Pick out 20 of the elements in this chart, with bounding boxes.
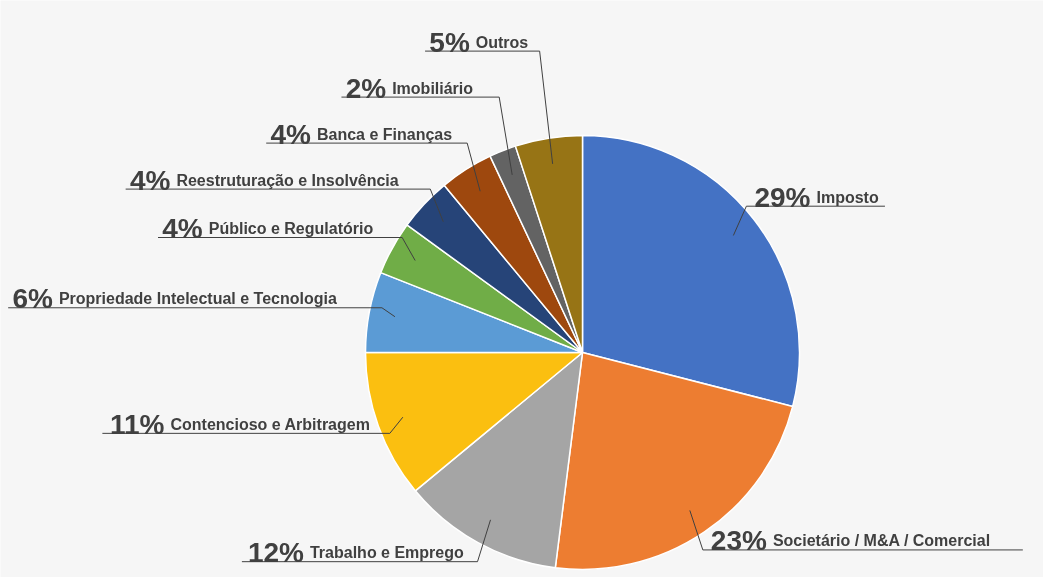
- data-label: 4%: [270, 118, 312, 150]
- slice-label: Societário / M&A / Comercial: [772, 532, 991, 550]
- slice-label: Contencioso e Arbitragem: [170, 415, 370, 433]
- slice-label: Propriedade Intelectual e Tecnologia: [58, 290, 337, 308]
- slice-label: Imobiliário: [392, 79, 474, 97]
- data-label: 11%: [109, 408, 165, 440]
- data-label: 5%: [429, 26, 470, 58]
- data-label: 2%: [345, 72, 387, 104]
- slice-label: Banca e Finanças: [316, 125, 453, 143]
- data-label: 23%: [710, 525, 768, 557]
- slice-label: Imposto: [816, 188, 879, 206]
- data-label: 4%: [162, 213, 203, 245]
- data-label: 12%: [247, 537, 305, 569]
- data-label: 4%: [129, 164, 171, 196]
- data-label: 29%: [754, 181, 811, 213]
- slice-label: Público e Regulatório: [208, 220, 374, 238]
- slice-label: Outros: [475, 33, 529, 51]
- slice-label: Reestruturação e Insolvência: [176, 171, 399, 189]
- data-label: 6%: [12, 283, 53, 315]
- slice-label: Trabalho e Emprego: [309, 544, 465, 562]
